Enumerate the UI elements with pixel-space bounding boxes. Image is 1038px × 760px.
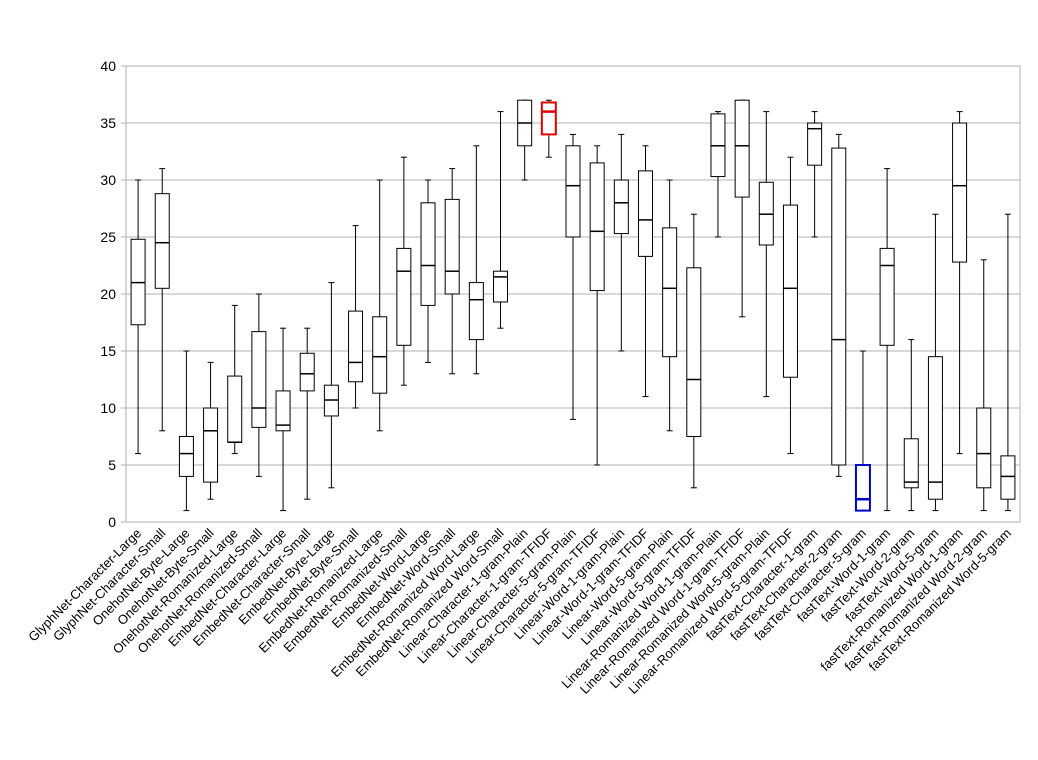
box-34 [927,213,943,512]
box-32 [879,168,895,512]
box-iqr [831,147,847,466]
box-iqr [589,162,605,292]
box-iqr [854,464,871,512]
box-5 [227,304,243,455]
box-iqr [154,193,170,289]
box-21 [613,133,629,352]
box-iqr [927,356,943,500]
box-25 [710,111,726,238]
box-8 [299,327,315,500]
box-12 [396,156,412,386]
box-iqr [686,267,702,437]
boxes-group [130,99,1016,512]
box-iqr [952,122,968,263]
box-iqr [493,270,509,303]
box-15 [468,145,484,375]
y-tick-label: 40 [100,58,116,74]
box-iqr [275,390,291,432]
y-tick-label: 20 [100,286,116,302]
box-22 [637,145,653,398]
box-29 [807,111,823,238]
box-33 [903,339,919,512]
box-37 [1000,213,1016,512]
box-24 [686,213,702,489]
box-6 [251,293,267,477]
box-iqr [299,352,315,392]
box-35 [952,111,968,455]
box-14 [444,168,460,375]
box-iqr [420,202,436,306]
box-23 [662,179,678,432]
box-17 [517,99,533,181]
box-19 [565,133,581,420]
box-iqr [782,204,798,378]
box-iqr [444,198,460,295]
box-iqr [565,145,581,238]
box-iqr [637,170,653,257]
box-1 [130,179,146,455]
y-tick-label: 10 [100,400,116,416]
box-iqr [540,101,557,136]
y-tick-label: 0 [108,514,116,530]
y-axis: 0 5 10 15 20 25 30 35 40 [100,58,126,530]
box-iqr [807,122,823,166]
box-iqr [734,99,750,198]
box-iqr [976,407,992,489]
box-20 [589,145,605,466]
y-tick-label: 5 [108,457,116,473]
box-iqr [372,316,388,394]
box-2 [154,168,170,432]
box-4 [203,361,219,500]
box-31 [854,350,871,512]
box-18 [540,99,557,158]
box-26 [734,99,750,318]
box-iqr [613,179,629,235]
box-3 [178,350,194,512]
y-tick-label: 30 [100,172,116,188]
box-iqr [662,227,678,358]
box-iqr [396,247,412,346]
y-tick-label: 25 [100,229,116,245]
box-13 [420,179,436,363]
box-36 [976,259,992,512]
box-11 [372,179,388,432]
box-iqr [178,436,194,477]
box-30 [831,133,847,477]
box-iqr [468,282,484,341]
box-iqr [251,331,267,428]
box-iqr [203,407,219,483]
box-iqr [879,247,895,346]
box-10 [348,225,364,409]
x-axis-labels: GlyphNet-Character-LargeGlyphNet-Charact… [25,525,1014,696]
y-tick-label: 35 [100,115,116,131]
box-iqr [348,310,364,383]
box-iqr [1000,455,1016,500]
box-7 [275,327,291,512]
box-27 [758,111,774,398]
box-16 [493,111,509,329]
box-28 [782,156,798,455]
y-tick-label: 15 [100,343,116,359]
box-iqr [227,375,243,443]
box-iqr [903,438,919,489]
box-9 [323,282,339,489]
